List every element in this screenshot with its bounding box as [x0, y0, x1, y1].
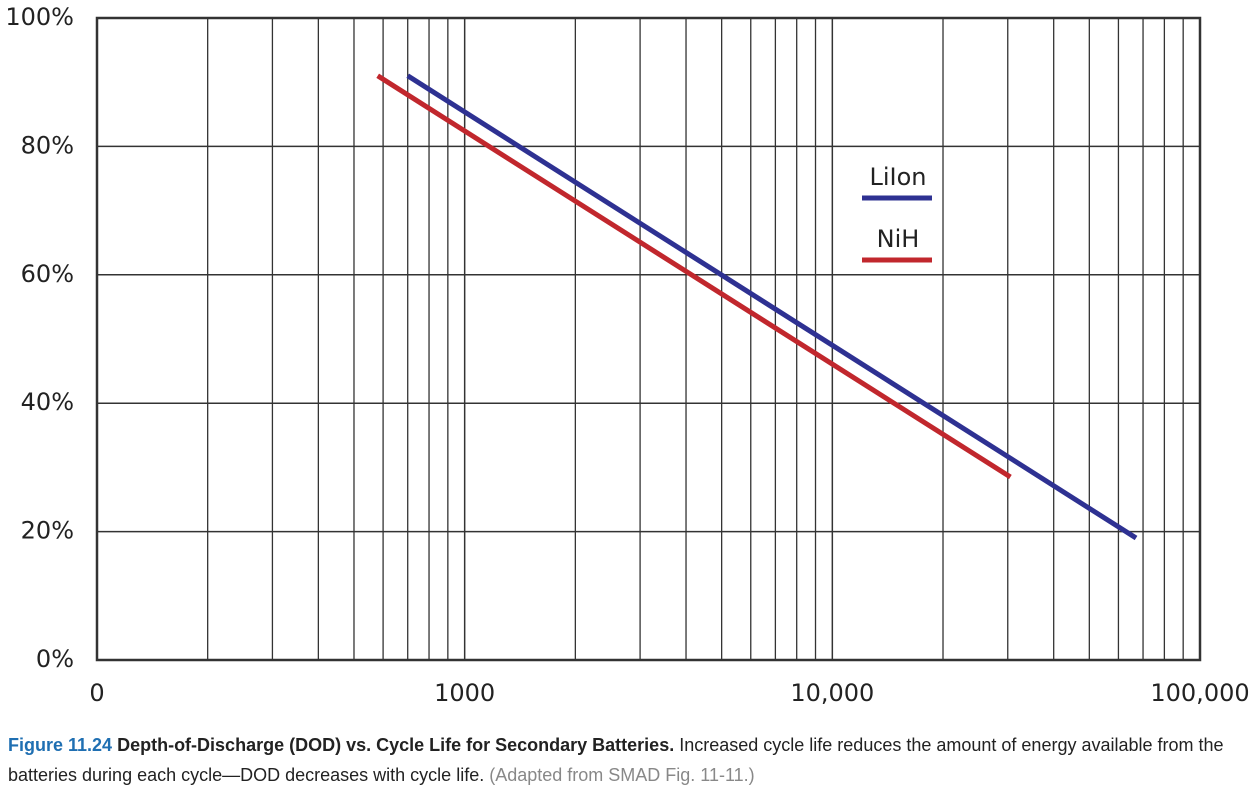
y-tick-label: 100% [5, 3, 74, 31]
x-tick-label: 100,000 [1150, 679, 1249, 707]
figure-text: Increased cycle life reduces the amount … [8, 735, 1224, 785]
figure-source: (Adapted from SMAD Fig. 11-11.) [489, 765, 755, 785]
legend-label: NiH [877, 225, 920, 253]
y-tick-label: 20% [21, 517, 74, 545]
caption: Figure 11.24 Depth-of-Discharge (DOD) vs… [8, 730, 1238, 790]
plot-frame [95, 16, 1202, 662]
series-line [406, 73, 1138, 541]
series-line [376, 73, 1012, 480]
y-tick-label: 60% [21, 260, 74, 288]
chart: 0 1000 10,000 100,000 0% 20% 40% 60% 80% 100% LiIo… [5, 3, 1249, 707]
figure-title: Depth-of-Discharge (DOD) vs. Cycle Life … [117, 735, 675, 755]
x-tick-label: 10,000 [790, 679, 874, 707]
legend-label: LiIon [869, 163, 926, 191]
x-tick-label: 0 [89, 679, 104, 707]
y-tick-label: 0% [36, 645, 74, 673]
y-tick-label: 40% [21, 388, 74, 416]
figure-label: Figure 11.24 [8, 735, 113, 755]
y-tick-label: 80% [21, 131, 74, 159]
x-tick-label: 1000 [434, 679, 495, 707]
